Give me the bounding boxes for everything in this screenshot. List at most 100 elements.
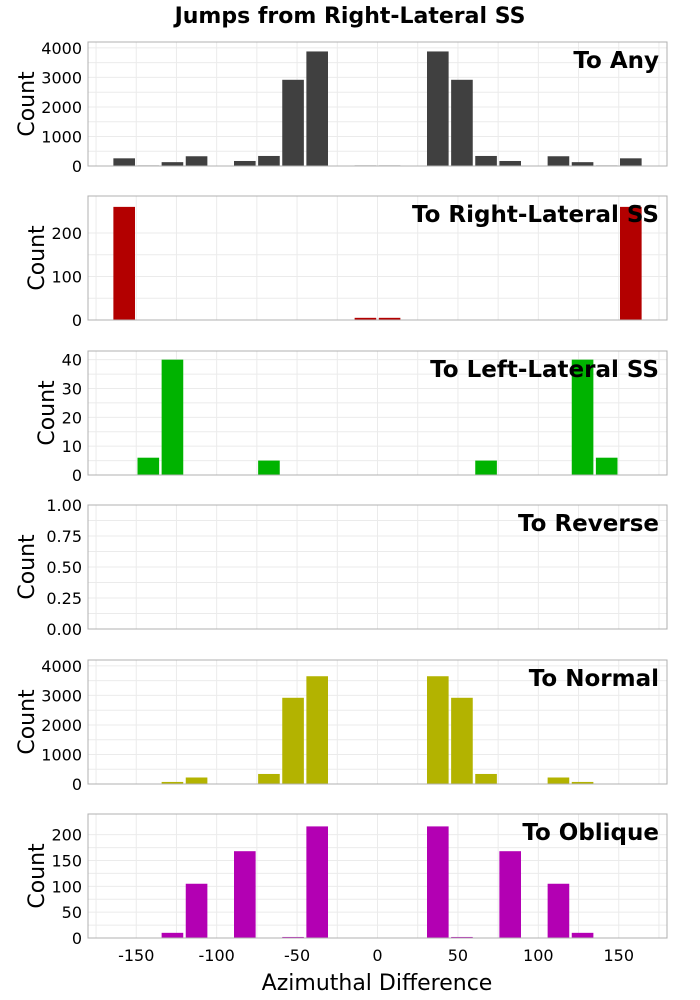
histogram-bar	[113, 206, 135, 320]
y-axis-label: Count	[25, 843, 50, 909]
y-tick-label: 0	[72, 775, 82, 794]
histogram-bar	[258, 460, 280, 475]
histogram-bar	[620, 158, 642, 166]
y-axis-label: Count	[25, 225, 50, 291]
histogram-bar	[595, 457, 618, 475]
histogram-bar	[451, 697, 473, 784]
y-tick-label: 0.75	[46, 527, 82, 546]
y-axis-label: Count	[35, 380, 60, 446]
histogram-bar	[499, 851, 521, 938]
y-tick-label: 40	[62, 351, 82, 370]
y-tick-label: 4000	[41, 39, 82, 58]
y-tick-label: 200	[51, 224, 82, 243]
histogram-bar	[282, 79, 304, 166]
y-axis-label: Count	[15, 534, 40, 600]
y-tick-label: 2000	[41, 716, 82, 735]
histogram-bar	[571, 932, 594, 938]
y-tick-label: 0.25	[46, 589, 82, 608]
histogram-bar	[113, 158, 135, 166]
histogram-bar	[282, 936, 304, 938]
histogram-bar	[161, 359, 184, 475]
y-tick-label: 4000	[41, 657, 82, 676]
y-tick-label: 3000	[41, 68, 82, 87]
histogram-bar	[475, 155, 497, 166]
panel-title: To Normal	[529, 666, 659, 692]
histogram-bar	[547, 777, 570, 784]
histogram-bar	[620, 206, 642, 320]
panel-frame	[87, 504, 668, 630]
histogram-bar	[306, 676, 328, 784]
panel-frame	[87, 813, 668, 939]
histogram-bar	[547, 883, 570, 938]
histogram-bar	[475, 460, 497, 475]
y-tick-label: 10	[62, 437, 82, 456]
panel-title: To Oblique	[522, 820, 659, 846]
y-tick-label: 0	[72, 157, 82, 176]
histogram-bar	[427, 826, 449, 938]
y-axis-label: Count	[15, 689, 40, 755]
histogram-bar	[354, 317, 377, 320]
y-tick-label: 0.50	[46, 558, 82, 577]
panel-title: To Reverse	[518, 511, 659, 537]
histogram-bar	[378, 317, 401, 320]
x-tick-label: 0	[372, 946, 382, 965]
y-tick-label: 50	[62, 903, 82, 922]
panel-frame	[87, 350, 668, 476]
y-tick-label: 0.00	[46, 620, 82, 639]
x-axis-label: Azimuthal Difference	[262, 971, 493, 996]
histogram-bar	[571, 359, 594, 475]
histogram-bar	[137, 457, 160, 475]
y-tick-label: 100	[51, 267, 82, 286]
histogram-bar	[571, 162, 594, 166]
histogram-bar	[282, 697, 304, 784]
panel-frame	[87, 195, 668, 321]
x-tick-label: 100	[523, 946, 554, 965]
histogram-bar	[306, 826, 328, 938]
panel-title: To Right-Lateral SS	[412, 202, 659, 228]
y-tick-label: 30	[62, 379, 82, 398]
y-tick-label: 150	[51, 852, 82, 871]
histogram-bar	[571, 781, 594, 784]
histogram-bar	[161, 781, 184, 784]
x-tick-label: -100	[199, 946, 235, 965]
y-tick-label: 0	[72, 466, 82, 485]
y-tick-label: 100	[51, 877, 82, 896]
y-tick-label: 1000	[41, 127, 82, 146]
x-tick-label: 50	[448, 946, 468, 965]
y-tick-label: 3000	[41, 686, 82, 705]
y-tick-label: 200	[51, 826, 82, 845]
histogram-bar	[258, 773, 280, 784]
histogram-bar	[427, 676, 449, 784]
y-tick-label: 2000	[41, 98, 82, 117]
panel-frame	[87, 41, 668, 167]
histogram-bar	[234, 851, 256, 938]
y-tick-label: 0	[72, 929, 82, 948]
histogram-bar	[451, 936, 473, 938]
histogram-bar	[427, 51, 449, 167]
x-tick-label: -50	[284, 946, 310, 965]
x-tick-label: -150	[118, 946, 154, 965]
y-tick-label: 1.00	[46, 496, 82, 515]
panel-title: To Left-Lateral SS	[430, 357, 659, 383]
x-tick-label: 150	[603, 946, 634, 965]
histogram-bar	[475, 773, 497, 784]
panel-4: 0.00 0.25 0.50 0.75 1.00 Count To Reverse	[15, 496, 668, 639]
histogram-bar	[547, 156, 570, 166]
histogram-bar	[258, 155, 280, 166]
histogram-bar	[161, 162, 184, 166]
histogram-bar	[451, 79, 473, 166]
histogram-bar	[185, 156, 208, 166]
y-tick-label: 0	[72, 311, 82, 330]
histogram-bar	[161, 932, 184, 938]
panel-title: To Any	[573, 48, 659, 74]
histogram-bar	[185, 777, 208, 784]
histogram-bar	[499, 160, 521, 166]
y-axis-label: Count	[15, 71, 40, 137]
